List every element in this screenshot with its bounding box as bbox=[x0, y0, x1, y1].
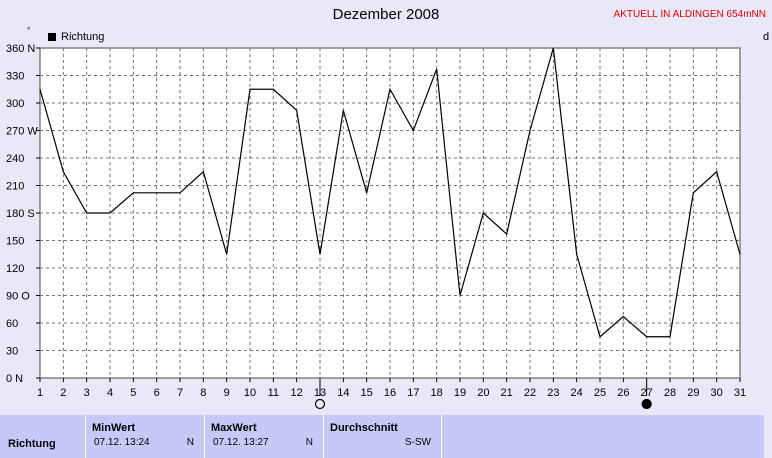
y-tick-label: 360 N bbox=[6, 43, 35, 55]
x-tick-label: 22 bbox=[524, 387, 536, 399]
average-value: S-SW bbox=[404, 437, 431, 448]
x-tick-label: 21 bbox=[501, 387, 513, 399]
x-tick-label: 4 bbox=[107, 387, 113, 399]
unit-mark: ° bbox=[27, 26, 31, 35]
x-tick-label: 17 bbox=[407, 387, 419, 399]
x-tick-label: 29 bbox=[687, 387, 699, 399]
x-tick-label: 30 bbox=[711, 387, 723, 399]
x-tick-label: 15 bbox=[361, 387, 373, 399]
y-tick-label: 60 bbox=[6, 318, 18, 330]
x-tick-label: 18 bbox=[431, 387, 443, 399]
x-tick-label: 2 bbox=[60, 387, 66, 399]
min-time: 07.12. 13:24 bbox=[94, 437, 150, 448]
x-tick-label: 5 bbox=[130, 387, 136, 399]
y-tick-label: 30 bbox=[6, 346, 18, 358]
x-tick-label: 28 bbox=[664, 387, 676, 399]
x-tick-label: 26 bbox=[617, 387, 629, 399]
x-tick-label: 8 bbox=[200, 387, 206, 399]
x-tick-label: 19 bbox=[454, 387, 466, 399]
y-tick-label: 120 bbox=[6, 263, 24, 275]
x-tick-label: 9 bbox=[224, 387, 230, 399]
x-tick-label: 6 bbox=[154, 387, 160, 399]
x-tick-label: 11 bbox=[268, 387, 279, 399]
series-line-richtung bbox=[39, 47, 741, 338]
x-tick-label: 3 bbox=[84, 387, 90, 399]
y-tick-label: 210 bbox=[6, 181, 24, 193]
max-value-cell: MaxWert 07.12. 13:27 N bbox=[205, 415, 324, 458]
stats-panel: Richtung MinWert 07.12. 13:24 N MaxWert … bbox=[0, 415, 772, 458]
y-tick-label: 330 bbox=[6, 71, 24, 83]
full-moon-icon bbox=[314, 398, 326, 410]
x-tick-label: 20 bbox=[477, 387, 489, 399]
max-header: MaxWert bbox=[211, 422, 257, 434]
y-tick-label: 180 S bbox=[6, 208, 35, 220]
legend-swatch bbox=[48, 33, 56, 41]
y-tick-label: 0 N bbox=[6, 373, 23, 385]
legend-label: Richtung bbox=[61, 31, 105, 43]
y-tick-label: 270 W bbox=[6, 126, 38, 138]
y-tick-label: 240 bbox=[6, 153, 24, 165]
y-tick-label: 150 bbox=[6, 236, 24, 248]
x-tick-label: 31 bbox=[734, 387, 746, 399]
x-tick-label: 14 bbox=[337, 387, 349, 399]
station-label: AKTUELL IN ALDINGEN 654mNN bbox=[613, 9, 766, 20]
min-header: MinWert bbox=[92, 422, 136, 434]
x-tick-label: 23 bbox=[547, 387, 559, 399]
min-value: N bbox=[186, 437, 194, 448]
x-tick-label: 10 bbox=[244, 387, 256, 399]
y-tick-label: 300 bbox=[6, 98, 24, 110]
x-tick-label: 24 bbox=[571, 387, 583, 399]
x-tick-label: 12 bbox=[291, 387, 303, 399]
stats-row-label-cell: Richtung bbox=[0, 415, 86, 458]
new-moon-icon bbox=[641, 398, 652, 410]
x-tick-label: 1 bbox=[37, 387, 43, 399]
average-header: Durchschnitt bbox=[330, 422, 398, 434]
max-value: N bbox=[305, 437, 313, 448]
x-tick-label: 25 bbox=[594, 387, 606, 399]
right-edge-label: d bbox=[763, 31, 770, 43]
min-value-cell: MinWert 07.12. 13:24 N bbox=[86, 415, 205, 458]
x-tick-label: 16 bbox=[384, 387, 396, 399]
y-tick-label: 90 O bbox=[6, 291, 30, 303]
stats-row-label: Richtung bbox=[8, 438, 56, 450]
legend: Richtung bbox=[48, 31, 104, 43]
chart-title: Dezember 2008 bbox=[332, 6, 440, 23]
average-cell: Durchschnitt S-SW bbox=[324, 415, 442, 458]
x-tick-label: 7 bbox=[177, 387, 183, 399]
max-time: 07.12. 13:27 bbox=[213, 437, 269, 448]
empty-cell bbox=[442, 415, 764, 458]
